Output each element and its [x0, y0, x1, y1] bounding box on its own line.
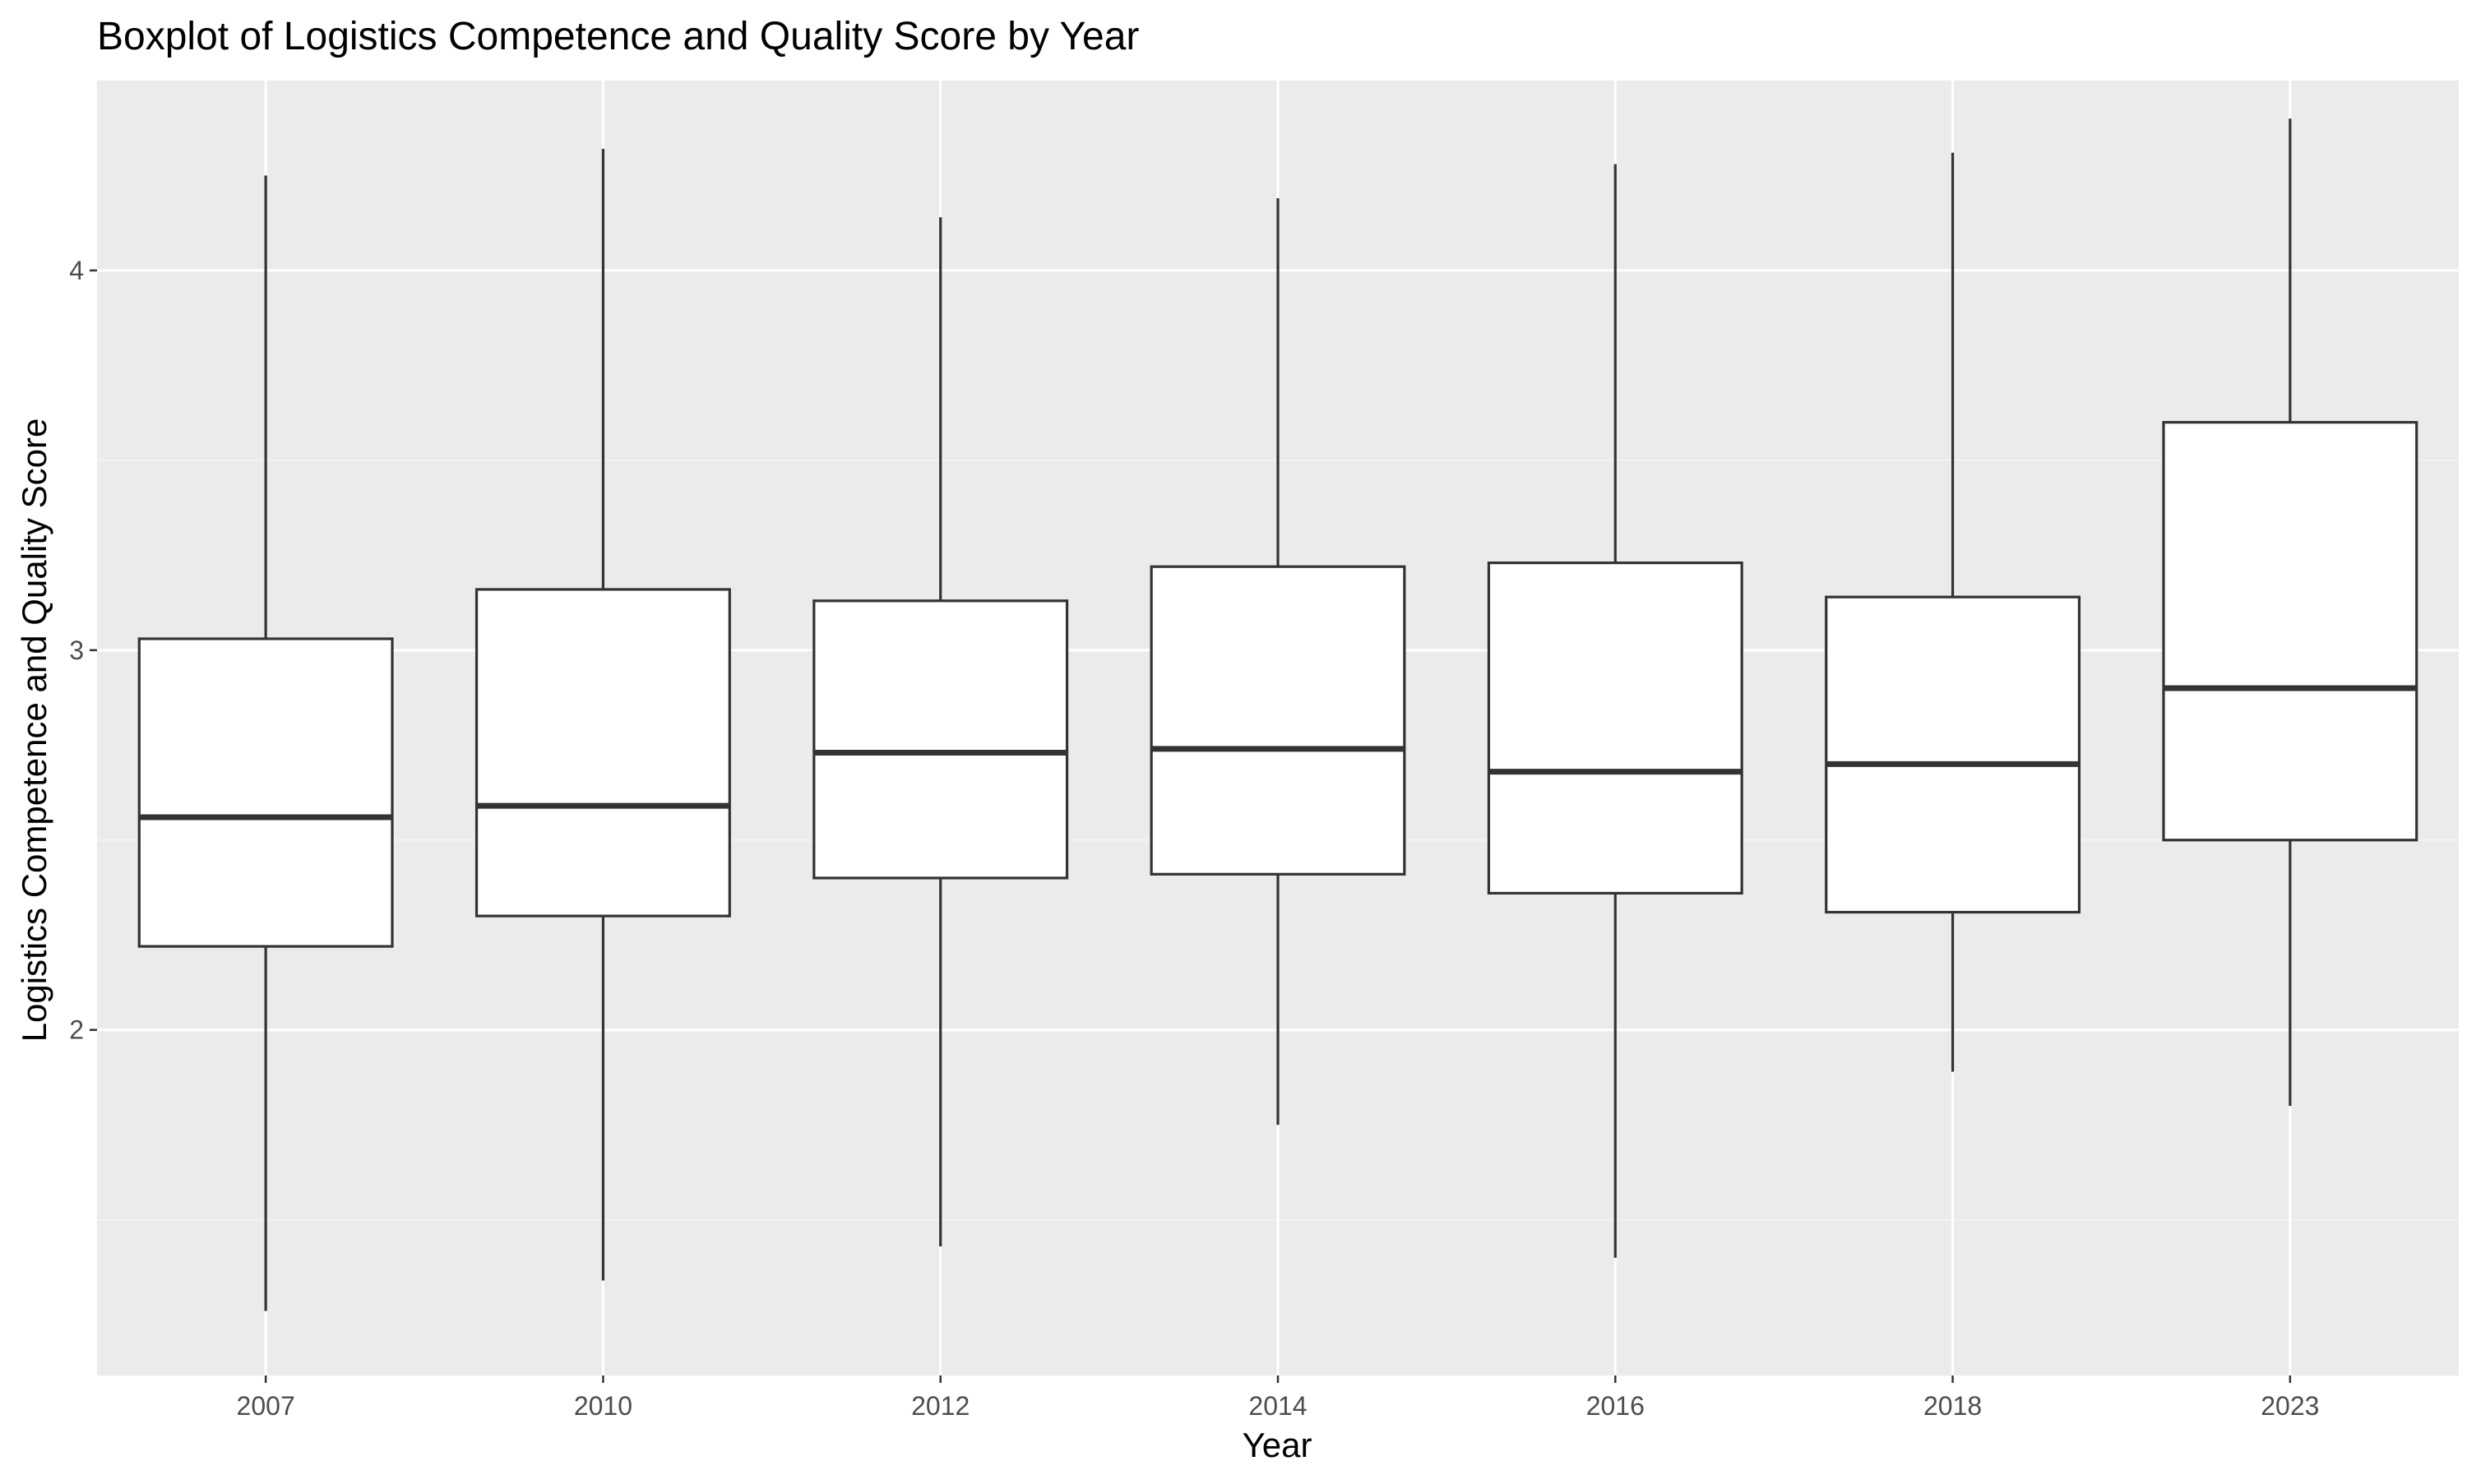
iqr-box: [1825, 595, 2081, 914]
x-tick-label: 2016: [1586, 1391, 1645, 1421]
box-2014: [1150, 198, 1406, 1126]
box-2010: [474, 149, 731, 1281]
y-tick-label: 2: [69, 1015, 84, 1045]
x-tick-label: 2010: [574, 1391, 632, 1421]
x-tick-label: 2023: [2261, 1391, 2319, 1421]
boxes: [137, 118, 2418, 1311]
x-tick-label: 2018: [1923, 1391, 1982, 1421]
iqr-box: [2162, 421, 2418, 842]
iqr-box: [812, 599, 1069, 880]
box-2016: [1487, 164, 1743, 1258]
x-tick-label: 2014: [1248, 1391, 1307, 1421]
chart-title: Boxplot of Logistics Competence and Qual…: [97, 15, 1139, 58]
y-tick-label: 4: [69, 256, 84, 285]
x-tick-label: 2012: [911, 1391, 970, 1421]
y-tick-label: 3: [69, 636, 84, 665]
box-2007: [137, 175, 394, 1311]
box-2023: [2162, 118, 2418, 1107]
iqr-box: [474, 588, 731, 918]
iqr-box: [1487, 561, 1743, 895]
y-axis-title: Logistics Competence and Quality Score: [15, 418, 53, 1042]
iqr-box: [137, 637, 394, 948]
x-tick-label: 2007: [237, 1391, 295, 1421]
axes: 2 3 4 2007 2010 2012 2014 2016 2018 2023: [69, 256, 2319, 1421]
x-axis-title: Year: [1243, 1426, 1312, 1464]
iqr-box: [1150, 565, 1406, 876]
box-2018: [1825, 152, 2081, 1072]
box-2012: [812, 217, 1069, 1246]
